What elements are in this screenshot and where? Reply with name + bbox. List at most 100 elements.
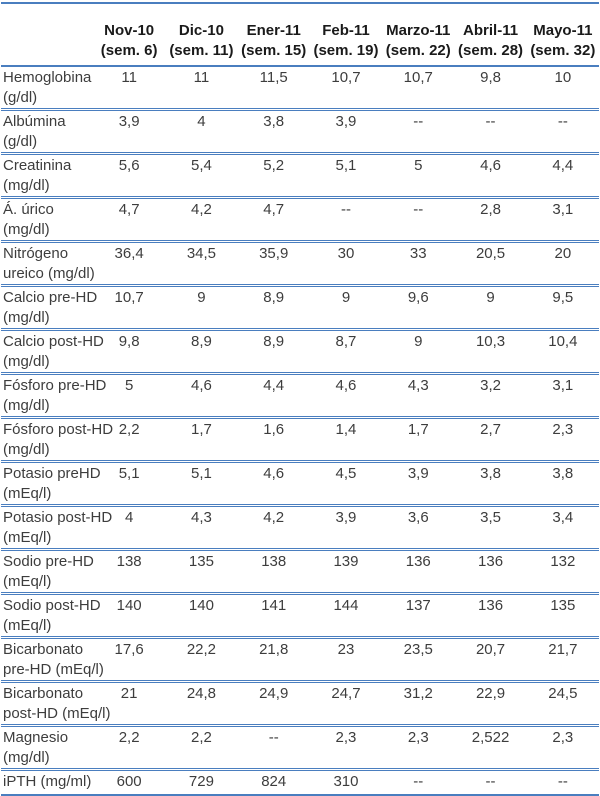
table-row: Bicarbonato pre-HD (mEq/l) 17,6 22,2 21,8 23 2… — [1, 636, 599, 682]
table-row: Albúmina (g/dl) 3,9 4 3,8 3,9 -- -- -- — [1, 108, 599, 154]
table-row: Sodio post-HD (mEq/l) 140 140 141 144 137 136 13… — [1, 592, 599, 638]
value-cell: 2,3 — [382, 724, 455, 770]
value-cell: 4,6 — [454, 152, 527, 198]
value-cell: 4 — [165, 108, 238, 154]
row-unit: pre-HD (mEq/l) — [3, 661, 104, 678]
row-name: Creatinina — [3, 157, 72, 174]
table-row: Creatinina (mg/dl) 5,6 5,4 5,2 5,1 5 4,6 4,4 — [1, 152, 599, 198]
row-name: Hemoglobina — [3, 69, 92, 86]
value-cell: 132 — [526, 548, 599, 594]
header-week: (sem. 15) — [241, 42, 307, 59]
row-name: Á. úrico — [3, 201, 54, 218]
header-col-mayo11: Mayo-11 (sem. 32) — [526, 3, 599, 67]
row-label: Bicarbonato post-HD (mEq/l) — [1, 680, 111, 726]
table-row: Magnesio (mg/dl) 2,2 2,2 -- 2,3 2,3 2,522 2,3 — [1, 724, 599, 770]
table-row: Bicarbonato post-HD (mEq/l) 21 24,8 24,9 24,7… — [1, 680, 599, 726]
row-name: Sodio post-HD — [3, 597, 101, 614]
value-cell: 17,6 — [93, 636, 166, 682]
row-unit: (g/dl) — [3, 89, 38, 106]
value-cell: 36,4 — [93, 240, 166, 286]
value-cell: 2,522 — [454, 724, 527, 770]
value-cell: 9 — [382, 328, 455, 374]
value-cell: 4,2 — [165, 196, 238, 242]
row-unit: (mg/dl) — [3, 353, 50, 370]
row-name: Calcio pre-HD — [3, 289, 98, 306]
value-cell: 1,7 — [165, 416, 238, 462]
row-label: Á. úrico (mg/dl) — [1, 196, 93, 242]
value-cell: 23,5 — [382, 636, 455, 682]
value-cell: 11,5 — [259, 69, 288, 86]
value-cell: -- — [237, 724, 310, 770]
value-cell: 310 — [309, 768, 383, 795]
value-cell: 140 — [93, 592, 166, 638]
value-cell: 2,3 — [309, 724, 383, 770]
row-label: Calcio post-HD (mg/dl) — [1, 328, 104, 374]
value-cell: 4,3 — [165, 504, 238, 550]
row-unit: (mEq/l) — [3, 485, 52, 502]
value-cell: 1,6 — [237, 416, 310, 462]
row-name: Bicarbonato — [3, 685, 84, 702]
header-col-marzo11: Marzo-11 (sem. 22) — [382, 3, 455, 67]
value-cell: 34,5 — [165, 240, 238, 286]
header-month: Mayo-11 — [533, 22, 593, 39]
row-label: Fósforo pre-HD (mg/dl) — [1, 372, 107, 418]
value-cell: 5,6 — [93, 152, 166, 198]
value-cell: 3,9 — [309, 504, 383, 550]
table-row: Á. úrico (mg/dl) 4,7 4,2 4,7 -- -- 2,8 3,1 — [1, 196, 599, 242]
value-cell: 135 — [165, 548, 238, 594]
value-cell: 11 — [121, 69, 137, 86]
row-name: Fósforo pre-HD — [3, 377, 107, 394]
value-cell: 3,9 — [309, 108, 383, 154]
header-week: (sem. 28) — [458, 42, 524, 59]
value-cell: 5 — [382, 152, 455, 198]
value-cell: 9 — [454, 284, 527, 330]
value-cell: -- — [309, 196, 383, 242]
value-cell: 136 — [454, 592, 527, 638]
table-row: Potasio preHD (mEq/l) 5,1 5,1 4,6 4,5 3,9 3,8 3,… — [1, 460, 599, 506]
header-week: (sem. 11) — [169, 42, 234, 59]
row-label: Creatinina (mg/dl) — [1, 152, 93, 198]
header-month: Nov-10 — [104, 22, 155, 39]
value-cell: 824 — [237, 768, 310, 795]
row-name: Albúmina — [3, 113, 66, 130]
value-cell: 2,3 — [526, 724, 599, 770]
value-cell: 23 — [309, 636, 383, 682]
table-row: iPTH (mg/ml) 600 729 824 310 -- -- -- — [1, 768, 599, 795]
value-cell: 3,8 — [526, 460, 599, 506]
row-unit: (mg/dl) — [3, 309, 50, 326]
header-col-ener11: Ener-11 (sem. 15) — [237, 3, 310, 67]
row-label: Fósforo post-HD (mg/dl) — [1, 416, 113, 462]
row-unit: (mg/dl) — [3, 221, 50, 238]
value-cell: 5,4 — [165, 152, 238, 198]
row-label: Potasio post-HD (mEq/l) — [1, 504, 112, 550]
value-cell: 8,9 — [237, 328, 310, 374]
value-cell: 4,6 — [165, 372, 238, 418]
value-cell: 144 — [309, 592, 383, 638]
value-cell: 3,5 — [454, 504, 527, 550]
table-body: Hemoglobina (g/dl) 11 11 11,5 10,7 10,7 9,8 10 Al… — [1, 66, 599, 795]
value-cell: 3,1 — [526, 372, 599, 418]
header-week: (sem. 19) — [313, 42, 379, 59]
value-cell: 20,7 — [454, 636, 527, 682]
value-cell: 2,7 — [454, 416, 527, 462]
header-corner-cell — [1, 3, 93, 67]
row-label: Calcio pre-HD (mg/dl) — [1, 284, 98, 330]
row-label: Bicarbonato pre-HD (mEq/l) — [1, 636, 104, 682]
value-cell: 3,8 — [237, 108, 310, 154]
header-col-dic10: Dic-10 (sem. 11) — [165, 3, 238, 67]
row-name: Calcio post-HD — [3, 333, 104, 350]
row-unit: (mEq/l) — [3, 617, 52, 634]
row-label: Albúmina (g/dl) — [1, 108, 93, 154]
value-cell: -- — [382, 768, 455, 795]
value-cell: 5,1 — [93, 460, 166, 506]
header-col-feb11: Feb-11 (sem. 19) — [309, 3, 383, 67]
value-cell: 24,9 — [237, 680, 310, 726]
table-row: Nitrógeno ureico (mg/dl) 36,4 34,5 35,9 30 33 2… — [1, 240, 599, 286]
value-cell: 9,5 — [526, 284, 599, 330]
value-cell: -- — [526, 108, 599, 154]
header-week: (sem. 22) — [385, 42, 451, 59]
value-cell: 10,7 — [93, 284, 166, 330]
row-label: Nitrógeno ureico (mg/dl) — [1, 240, 95, 286]
value-cell: 4,3 — [382, 372, 455, 418]
table-row: Fósforo post-HD (mg/dl) 2,2 1,7 1,6 1,4 1,7 2,7… — [1, 416, 599, 462]
